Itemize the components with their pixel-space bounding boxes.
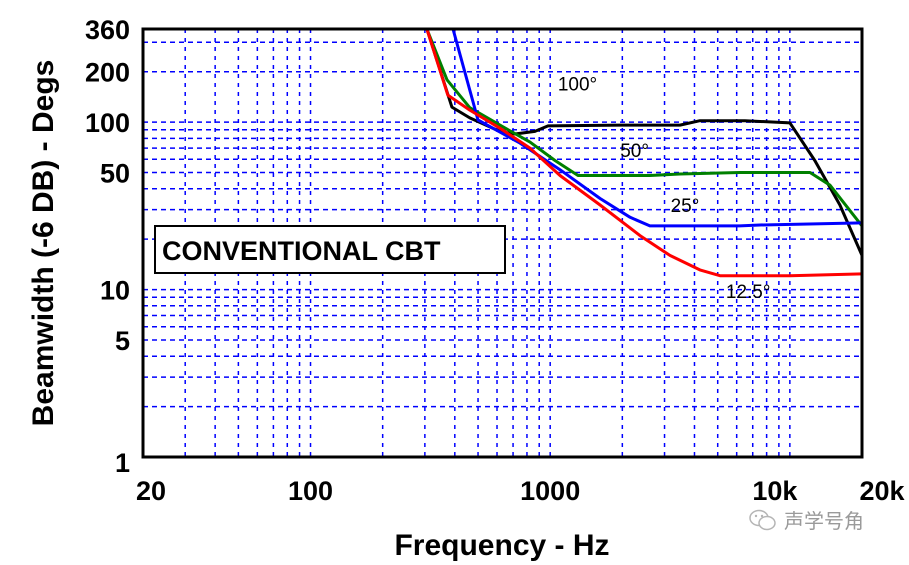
y-tick-label: 50: [100, 159, 130, 189]
x-tick-label: 100: [288, 476, 333, 506]
watermark: 声学号角: [748, 505, 864, 534]
y-tick-labels: 360 200 100 50 10 5 1: [85, 15, 130, 478]
x-tick-label: 20: [136, 476, 166, 506]
x-tick-labels: 20 100 1000 10k 20k: [136, 476, 906, 506]
curve-label: 50°: [620, 141, 649, 162]
watermark-text: 声学号角: [784, 509, 864, 533]
curve-label: 25°: [671, 196, 700, 217]
annotation-frame: [154, 225, 506, 274]
wechat-icon: [748, 508, 778, 532]
curve-label: 12.5°: [726, 282, 771, 303]
x-tick-label: 10k: [752, 476, 798, 506]
curve-label: 100°: [558, 74, 597, 95]
y-tick-label: 200: [85, 58, 130, 88]
series-line-25deg: [143, 27, 863, 228]
y-axis-title: Beamwidth (-6 DB) - Degs: [27, 60, 60, 427]
plot-frame: [141, 27, 864, 459]
curve-labels: 100° 50° 25° 12.5°: [558, 74, 771, 303]
x-axis-title: Frequency - Hz: [394, 529, 609, 562]
y-tick-label: 100: [85, 108, 130, 138]
y-tick-label: 10: [100, 276, 130, 306]
x-tick-label: 20k: [859, 476, 905, 506]
x-tick-label: 1000: [520, 476, 580, 506]
y-tick-label: 360: [85, 15, 130, 45]
annotation-text: CONVENTIONAL CBT: [162, 236, 441, 266]
series-line-12-5deg: [143, 27, 863, 278]
annotation-box: CONVENTIONAL CBT: [154, 225, 506, 274]
y-tick-label: 5: [115, 326, 130, 356]
series-line-50deg: [143, 27, 864, 227]
curves: [143, 27, 864, 278]
y-tick-label: 1: [115, 448, 130, 478]
series-line-100deg: [143, 27, 864, 257]
